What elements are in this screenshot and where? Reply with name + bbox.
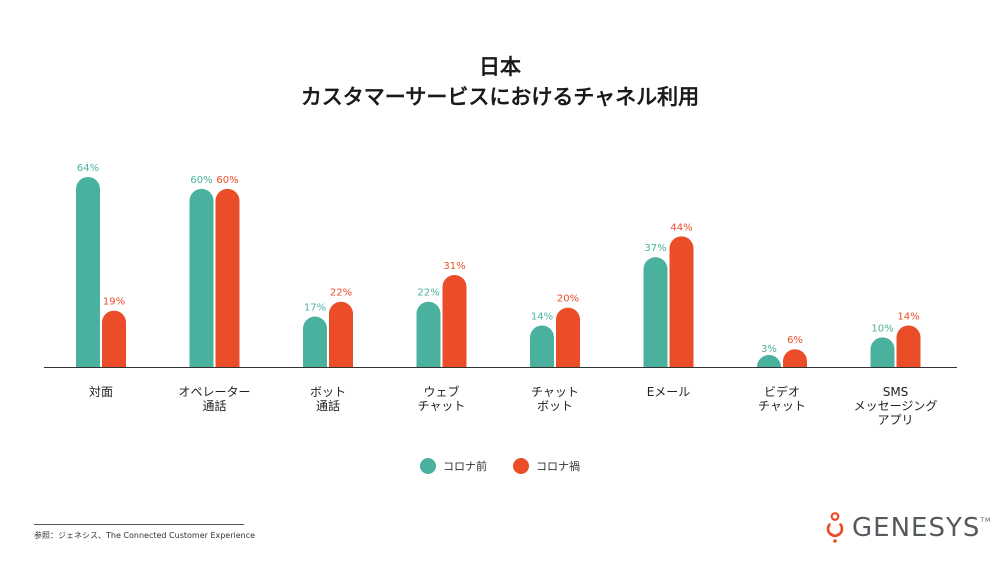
chart-title: 日本 カスタマーサービスにおけるチャネル利用 [0,52,1000,112]
legend-item-before: コロナ前 [420,458,487,474]
data-label-during-6: 6% [787,335,803,346]
source-note: 参照：ジェネシス、The Connected Customer Experien… [34,531,256,540]
category-label-4-1: ボット [537,399,573,413]
legend-swatch-before [420,458,436,474]
source-divider [34,524,244,525]
genesys-logo-icon [826,512,844,543]
bar-during-1 [215,188,240,367]
category-label-4-0: チャット [531,385,579,399]
category-label-6-0: ビデオ [764,384,800,399]
legend: コロナ前 コロナ禍 [0,458,1000,474]
genesys-logo: GENESYSTM [824,508,991,548]
bar-before-2 [303,316,327,367]
category-label-2-0: ボット [310,385,346,399]
bar-during-4 [556,307,580,367]
category-label-7-0: SMS [883,385,909,399]
data-label-before-7: 10% [871,323,893,334]
chart-title-line-2: カスタマーサービスにおけるチャネル利用 [300,85,700,109]
chart-title-line-1: 日本 [479,55,521,79]
data-label-during-0: 19% [103,297,125,308]
data-label-before-6: 3% [761,344,777,355]
data-label-during-1: 60% [216,175,238,186]
data-label-during-2: 22% [330,288,352,299]
category-label-3-1: チャット [418,399,466,413]
data-label-before-0: 64% [77,163,99,174]
data-label-before-1: 60% [190,175,212,186]
bar-during-2 [329,301,353,367]
data-label-during-3: 31% [443,261,465,272]
data-label-before-2: 17% [304,303,326,314]
bar-during-3 [442,274,467,367]
bar-during-5 [669,236,694,367]
category-label-3-0: ウェブ [423,384,459,399]
category-label-6-1: チャット [758,399,806,413]
bar-before-6 [757,355,781,367]
data-label-before-4: 14% [531,311,553,322]
data-label-during-5: 44% [670,222,692,233]
genesys-logo-text: GENESYSTM [852,513,992,543]
category-label-2-1: 通話 [316,398,340,413]
category-label-0-0: 対面 [89,385,113,399]
bar-before-5 [643,257,668,367]
bar-during-7 [896,325,921,367]
bar-before-3 [416,301,441,367]
category-label-5-0: Eメール [647,385,691,399]
bar-before-7 [870,337,895,367]
category-label-7-2: アプリ [877,413,913,427]
bar-before-1 [189,188,214,367]
legend-label-during: コロナ禍 [536,460,580,473]
data-label-before-5: 37% [644,243,666,254]
data-label-during-7: 14% [897,311,919,322]
category-label-7-1: メッセージング [854,399,938,413]
bar-before-0 [76,177,100,367]
data-label-during-4: 20% [557,294,579,305]
legend-swatch-during [513,458,529,474]
category-label-1-1: 通話 [202,398,226,413]
bar-during-6 [783,349,807,367]
bar-during-0 [102,310,126,367]
category-label-1-0: オペレーター [178,385,250,399]
legend-label-before: コロナ前 [443,460,487,473]
bar-before-4 [530,325,554,367]
legend-item-during: コロナ禍 [513,458,580,474]
data-label-before-3: 22% [417,288,439,299]
